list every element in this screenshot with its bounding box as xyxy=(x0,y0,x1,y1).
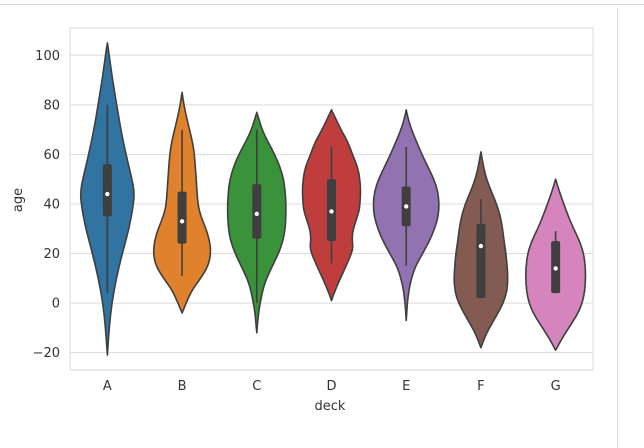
x-tick-label: D xyxy=(326,379,336,394)
x-tick-label: A xyxy=(103,379,112,394)
violin-iqr-box xyxy=(102,164,112,217)
x-tick-label: E xyxy=(402,379,410,394)
violins xyxy=(79,42,587,356)
violin-C xyxy=(226,111,287,334)
x-tick-labels: A B C D E F G xyxy=(103,379,561,394)
y-axis-label: age xyxy=(11,188,26,212)
violin-E xyxy=(372,109,440,322)
violin-D xyxy=(301,109,362,302)
violin-G xyxy=(525,178,587,351)
top-border xyxy=(0,0,644,5)
right-border xyxy=(617,8,618,448)
violin-iqr-box xyxy=(252,184,262,239)
violin-F xyxy=(453,151,509,349)
violin-median xyxy=(179,219,185,224)
y-tick-label: 80 xyxy=(43,98,60,113)
y-tick-label: 60 xyxy=(43,148,60,163)
y-tick-label: 40 xyxy=(43,197,60,212)
y-tick-label: −20 xyxy=(33,346,60,361)
x-tick-label: G xyxy=(551,379,561,394)
x-axis-label: deck xyxy=(315,399,346,414)
violin-median xyxy=(105,191,110,197)
y-tick-label: 0 xyxy=(52,297,60,312)
y-tick-label: 20 xyxy=(43,247,60,262)
violin-median xyxy=(478,243,484,249)
x-tick-label: C xyxy=(252,379,261,394)
violin-iqr-box xyxy=(177,191,187,244)
violin-iqr-box xyxy=(476,223,486,299)
violin-median xyxy=(553,266,558,271)
violin-A xyxy=(79,42,135,356)
y-tick-labels: −20 0 20 40 60 80 100 xyxy=(33,49,60,361)
violin-median xyxy=(254,211,259,217)
violin-median xyxy=(329,209,334,214)
violin-B xyxy=(152,91,212,314)
y-tick-label: 100 xyxy=(35,49,60,64)
violin-median xyxy=(404,204,409,209)
x-tick-label: B xyxy=(178,379,187,394)
x-tick-label: F xyxy=(477,379,484,394)
